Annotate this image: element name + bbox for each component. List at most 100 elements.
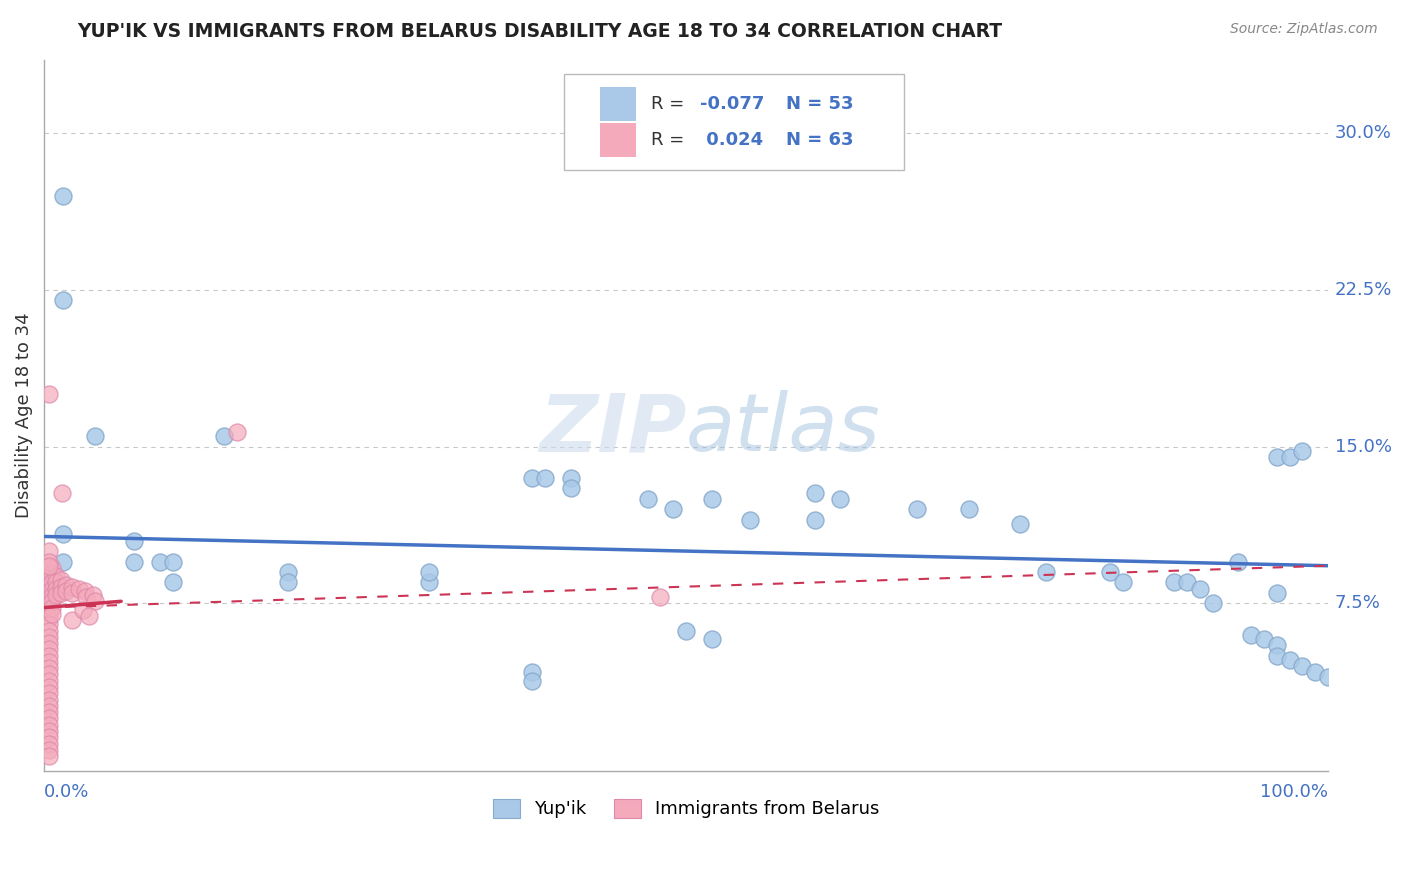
Point: [637, 491, 659, 506]
Point: [1265, 648, 1288, 663]
Point: [1291, 443, 1313, 458]
Point: [38, 730, 60, 744]
Point: [1265, 450, 1288, 464]
Point: [520, 471, 543, 485]
Point: [82, 588, 104, 602]
Point: [418, 575, 440, 590]
Point: [51, 485, 73, 500]
Point: [38, 711, 60, 725]
Point: [675, 624, 697, 638]
Point: [122, 533, 145, 548]
Point: [84, 429, 107, 443]
Text: YUP'IK VS IMMIGRANTS FROM BELARUS DISABILITY AGE 18 TO 34 CORRELATION CHART: YUP'IK VS IMMIGRANTS FROM BELARUS DISABI…: [77, 22, 1002, 41]
FancyBboxPatch shape: [564, 74, 904, 169]
Legend: Yup'ik, Immigrants from Belarus: Yup'ik, Immigrants from Belarus: [485, 792, 887, 826]
Text: -0.077: -0.077: [700, 95, 765, 112]
Point: [45, 582, 67, 596]
Point: [1098, 565, 1121, 579]
Point: [38, 698, 60, 713]
Point: [122, 555, 145, 569]
Text: 7.5%: 7.5%: [1334, 594, 1381, 613]
Point: [38, 642, 60, 657]
Point: [38, 723, 60, 738]
Point: [55, 577, 77, 591]
Point: [700, 491, 723, 506]
Point: [38, 749, 60, 764]
Point: [84, 594, 107, 608]
Point: [905, 502, 928, 516]
Point: [1291, 659, 1313, 673]
Text: 0.0%: 0.0%: [44, 783, 90, 802]
Point: [60, 586, 83, 600]
Point: [149, 555, 172, 569]
Point: [1240, 628, 1263, 642]
Point: [1278, 653, 1301, 667]
Point: [77, 608, 100, 623]
Point: [41, 582, 63, 596]
Point: [38, 648, 60, 663]
Point: [76, 590, 98, 604]
Point: [55, 583, 77, 598]
Point: [38, 580, 60, 594]
Point: [1035, 565, 1057, 579]
Point: [38, 599, 60, 613]
Point: [45, 575, 67, 590]
Point: [38, 617, 60, 632]
Point: [38, 630, 60, 644]
Point: [52, 527, 75, 541]
Point: [560, 481, 582, 495]
Point: [38, 565, 60, 579]
Point: [41, 575, 63, 590]
Point: [803, 485, 825, 500]
Point: [162, 555, 184, 569]
Text: 22.5%: 22.5%: [1334, 281, 1392, 299]
Point: [41, 600, 63, 615]
Point: [1175, 575, 1198, 590]
Point: [41, 588, 63, 602]
Point: [38, 673, 60, 688]
Point: [1305, 665, 1327, 680]
Point: [38, 558, 60, 573]
Point: [38, 555, 60, 569]
Point: [1008, 516, 1031, 531]
Point: [560, 471, 582, 485]
Point: [520, 665, 543, 680]
Point: [38, 387, 60, 401]
Point: [1188, 582, 1211, 596]
Point: [41, 594, 63, 608]
Point: [45, 588, 67, 602]
Point: [41, 607, 63, 621]
Point: [38, 636, 60, 650]
Text: atlas: atlas: [686, 391, 882, 468]
Point: [1253, 632, 1275, 646]
Point: [38, 574, 60, 588]
Point: [662, 502, 685, 516]
Point: [534, 471, 557, 485]
Point: [60, 613, 83, 627]
Text: N = 53: N = 53: [786, 95, 853, 112]
Point: [45, 569, 67, 583]
Point: [38, 717, 60, 731]
Point: [1112, 575, 1135, 590]
Point: [72, 602, 94, 616]
Point: [740, 513, 762, 527]
Point: [38, 661, 60, 675]
Point: [1227, 555, 1250, 569]
Point: [49, 574, 72, 588]
Point: [1278, 450, 1301, 464]
Point: [277, 575, 299, 590]
Text: 0.024: 0.024: [700, 131, 763, 149]
Point: [38, 692, 60, 706]
Point: [52, 188, 75, 202]
Text: ZIP: ZIP: [538, 391, 686, 468]
Y-axis label: Disability Age 18 to 34: Disability Age 18 to 34: [15, 312, 32, 518]
Text: R =: R =: [651, 131, 690, 149]
FancyBboxPatch shape: [600, 123, 636, 157]
Text: N = 63: N = 63: [786, 131, 853, 149]
Point: [38, 624, 60, 638]
Text: Source: ZipAtlas.com: Source: ZipAtlas.com: [1230, 22, 1378, 37]
Point: [38, 605, 60, 619]
Point: [418, 565, 440, 579]
Point: [1201, 596, 1223, 610]
Point: [60, 580, 83, 594]
